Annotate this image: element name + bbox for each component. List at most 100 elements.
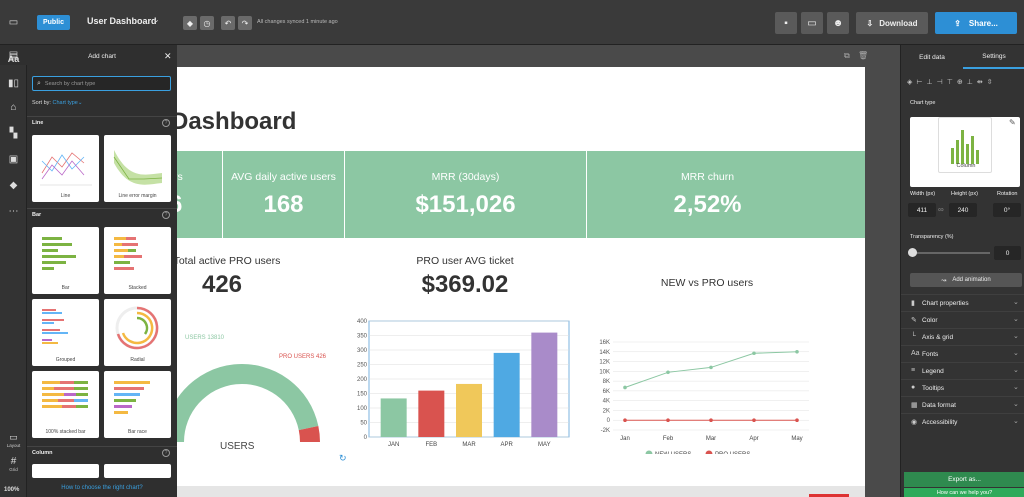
zoom-level[interactable]: 100% — [4, 487, 20, 493]
image-icon[interactable]: ▣ — [8, 153, 19, 165]
font-icon[interactable]: Aa — [7, 54, 20, 64]
document-title[interactable]: User Dashboard — [87, 16, 157, 26]
transparency-input[interactable]: 0 — [994, 246, 1021, 260]
monthly-bar-chart[interactable]: 0 50 100 150 200 250 300 350 400 JAN FEB MAR APR MAY — [351, 317, 575, 447]
chart-card-column-2[interactable] — [104, 464, 171, 478]
link-icon[interactable]: ∞ — [938, 205, 944, 214]
trash-icon[interactable]: 🗑 — [858, 51, 869, 60]
layers-icon[interactable]: ◈ — [907, 79, 913, 86]
rotation-label: Rotation — [997, 191, 1018, 197]
prop-legend[interactable]: ≡ Legend ⌄ — [901, 362, 1024, 379]
collaborators-icon[interactable]: ☻ — [827, 12, 849, 34]
distribute-v-icon[interactable]: ⇳ — [986, 79, 993, 86]
chart-bars-icon[interactable]: ▮▯ — [7, 77, 19, 89]
prop-chart-properties[interactable]: ▮ Chart properties ⌄ — [901, 294, 1024, 311]
chevron-down-icon: ⌄ — [1013, 384, 1019, 391]
transparency-slider-handle[interactable] — [908, 248, 917, 257]
help-chat-button[interactable]: How can we help you? — [904, 488, 1024, 497]
align-center-icon[interactable]: ⊥ — [926, 79, 933, 86]
height-input[interactable]: 240 — [949, 203, 977, 217]
kpi-users[interactable]: Users 36 — [177, 171, 183, 218]
chart-card-bar[interactable]: Bar — [32, 227, 99, 294]
chart-card-100-stacked-bar[interactable]: 100% stacked bar — [32, 371, 99, 438]
edit-chart-type-icon[interactable]: ✎ — [1009, 118, 1016, 127]
add-animation-button[interactable]: ↝ Add animation — [910, 273, 1022, 287]
avg-ticket-value[interactable]: $369.02 — [421, 271, 509, 298]
transparency-slider[interactable] — [910, 252, 990, 254]
align-left-icon[interactable]: ⊢ — [916, 79, 923, 86]
prop-axis-grid[interactable]: └ Axis & grid ⌄ — [901, 328, 1024, 345]
comment-icon[interactable]: ▪ — [775, 12, 797, 34]
sort-by[interactable]: Sort by: Chart type⌄ — [32, 100, 83, 106]
share-button[interactable]: ⇪ Share... — [935, 12, 1017, 34]
download-button[interactable]: ⇩ Download — [856, 12, 928, 34]
chart-card-bar-race[interactable]: Bar race — [104, 371, 171, 438]
kpi-mrr-churn[interactable]: MRR churn 2,52% — [673, 171, 742, 218]
pro-users-label[interactable]: Total active PRO users — [177, 255, 281, 267]
chart-search-input[interactable]: ⌕ Search by chart type — [32, 76, 171, 91]
prop-data-format[interactable]: ▦ Data format ⌄ — [901, 396, 1024, 413]
stacked-thumbnail — [114, 237, 142, 270]
chart-card-radial[interactable]: Radial — [104, 299, 171, 366]
help-link[interactable]: How to choose the right chart? — [61, 485, 143, 491]
layout-blocks-icon[interactable]: ▚ — [9, 127, 18, 139]
x-tick-label: Feb — [663, 436, 674, 442]
y-tick-label: 150 — [357, 392, 368, 398]
more-icon[interactable]: ⋯ — [8, 205, 19, 217]
line-chart-title[interactable]: NEW vs PRO users — [660, 277, 754, 289]
home-icon[interactable]: ▭ — [8, 16, 19, 28]
chart-card-stacked[interactable]: Stacked — [104, 227, 171, 294]
help-icon[interactable]: ? — [162, 449, 170, 457]
dashboard-title[interactable]: Dashboard — [177, 108, 297, 135]
rotation-input[interactable]: 0° — [993, 203, 1021, 217]
width-input[interactable]: 411 — [908, 203, 936, 217]
align-bottom-icon[interactable]: ⊥ — [966, 79, 973, 86]
refresh-icon[interactable]: ↻ — [339, 453, 347, 463]
map-icon[interactable]: ⌂ — [10, 101, 17, 113]
prop-color[interactable]: ✎ Color ⌄ — [901, 311, 1024, 328]
prop-tooltips[interactable]: ● Tooltips ⌄ — [901, 379, 1024, 396]
align-right-icon[interactable]: ⊣ — [936, 79, 943, 86]
pro-users-value[interactable]: 426 — [201, 271, 243, 298]
avg-ticket-label[interactable]: PRO user AVG ticket — [416, 255, 514, 267]
shapes-icon[interactable]: ◆ — [9, 179, 18, 191]
redo-icon[interactable]: ↷ — [238, 16, 252, 30]
public-badge[interactable]: Public — [37, 15, 70, 30]
help-icon[interactable]: ? — [162, 211, 170, 219]
chevron-down-icon[interactable]: ⌄ — [153, 15, 160, 24]
kpi-avg-daily-active-users[interactable]: AVG daily active users 168 — [231, 171, 336, 218]
chart-card-grouped[interactable]: Grouped — [32, 299, 99, 366]
chart-card-line[interactable]: Line — [32, 135, 99, 202]
chart-card-line-error-margin[interactable]: Line error margin — [104, 135, 171, 202]
tag-icon[interactable]: ◆ — [183, 16, 197, 30]
help-icon[interactable]: ? — [162, 119, 170, 127]
data-point — [709, 418, 713, 423]
y-tick-label: 300 — [357, 348, 368, 354]
align-middle-icon[interactable]: ⊕ — [956, 79, 963, 86]
kpi-mrr[interactable]: MRR (30days) $151,026 — [415, 171, 516, 218]
present-icon[interactable]: ▭ — [801, 12, 823, 34]
distribute-h-icon[interactable]: ⇹ — [976, 79, 983, 86]
prop-accessibility[interactable]: ◉ Accessibility ⌄ — [901, 413, 1024, 430]
chart-card-column-1[interactable] — [32, 464, 99, 478]
close-icon[interactable]: ✕ — [164, 51, 172, 61]
y-tick-label: 2K — [603, 408, 610, 414]
grid-icon[interactable]: # — [10, 455, 17, 467]
layout-icon[interactable]: ▭ — [9, 431, 18, 442]
tab-settings[interactable]: Settings — [963, 45, 1024, 69]
duplicate-icon[interactable]: ⧉ — [844, 51, 850, 60]
legend-label: NEW USERS — [655, 452, 691, 454]
prop-fonts[interactable]: Aa Fonts ⌄ — [901, 345, 1024, 362]
users-gauge[interactable]: USERS 13810 PRO USERS 426 USERS — [177, 322, 327, 472]
new-vs-pro-line-chart[interactable]: -2K 0 2K 4K 6K 8K 10K 12K 14K 16K Jan Feb Mar Apr May N… — [589, 314, 825, 454]
dashboard-page[interactable]: Dashboard Users 36 AVG daily active user… — [177, 67, 865, 487]
y-tick-label: 350 — [357, 334, 368, 340]
chart-type-selector[interactable]: Column — [910, 117, 1020, 187]
history-icon[interactable]: ◷ — [200, 16, 214, 30]
export-button[interactable]: Export as... — [904, 472, 1024, 487]
add-chart-icon[interactable]: ▤ — [0, 45, 27, 65]
undo-icon[interactable]: ↶ — [221, 16, 235, 30]
tab-edit-data[interactable]: Edit data — [919, 53, 945, 61]
align-top-icon[interactable]: ⊤ — [946, 79, 953, 86]
y-tick-label: 0 — [364, 435, 368, 441]
